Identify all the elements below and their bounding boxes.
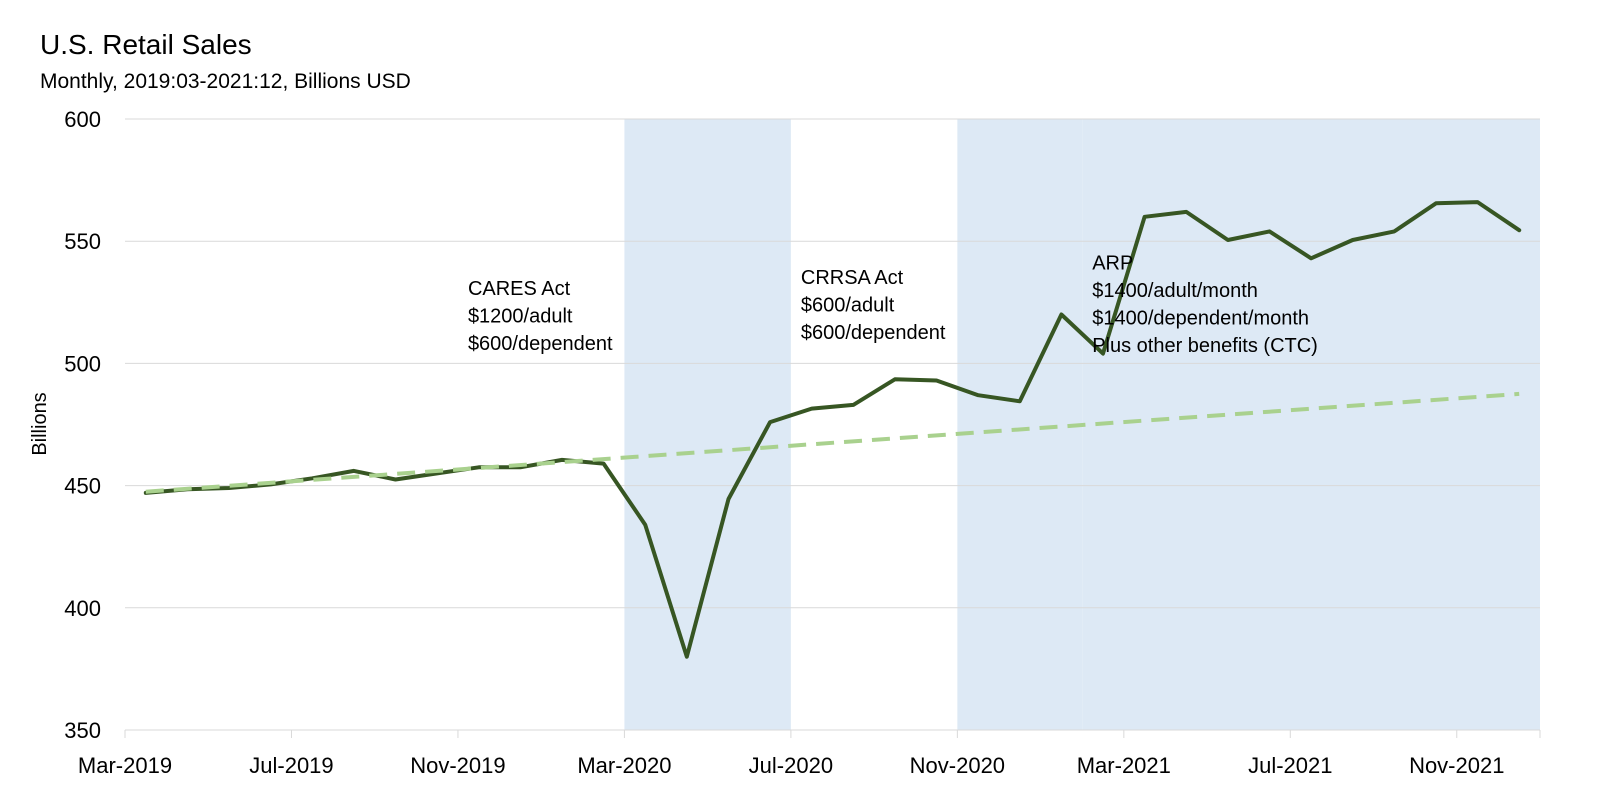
- annotation-2: CRRSA Act $600/adult $600/dependent: [801, 267, 946, 344]
- chart-subtitle: Monthly, 2019:03-2021:12, Billions USD: [40, 70, 411, 93]
- annotation-line: $600/adult: [801, 294, 895, 316]
- x-tick-label: Mar-2019: [78, 753, 172, 778]
- annotation-line: $1400/adult/month: [1092, 280, 1258, 302]
- x-tick-label: Nov-2020: [910, 753, 1005, 778]
- x-tick-label: Mar-2021: [1077, 753, 1171, 778]
- annotation-line: ARP: [1092, 252, 1133, 274]
- x-axis: Mar-2019 Jul-2019 Nov-2019 Mar-2020 Jul-2020…: [78, 729, 1541, 778]
- x-tick-label: Nov-2021: [1409, 753, 1504, 778]
- annotation-line: $600/dependent: [468, 333, 613, 355]
- annotation-line: $1400/dependent/month: [1092, 307, 1309, 329]
- annotation-1: CARES Act $1200/adult $600/dependent: [468, 278, 613, 355]
- shaded-region-1: [624, 119, 791, 730]
- annotation-line: $1200/adult: [468, 305, 573, 327]
- annotations: CARES Act $1200/adult $600/dependentCRRSA …: [468, 252, 1318, 357]
- y-axis-label: Billions: [29, 392, 51, 455]
- x-tick-label: Jul-2019: [249, 753, 333, 778]
- series-lines: [143, 200, 1522, 659]
- x-tick-label: Nov-2019: [410, 753, 505, 778]
- x-tick-label: Jul-2021: [1248, 753, 1332, 778]
- y-tick-label: 450: [64, 474, 101, 499]
- shaded-region-2: [957, 119, 1083, 730]
- y-tick-label: 600: [64, 107, 101, 132]
- y-tick-label: 550: [64, 229, 101, 254]
- x-tick-label: Jul-2020: [749, 753, 833, 778]
- y-tick-label: 500: [64, 351, 101, 376]
- y-tick-label: 400: [64, 596, 101, 621]
- annotation-line: Plus other benefits (CTC): [1092, 335, 1318, 357]
- chart-title: U.S. Retail Sales: [40, 29, 252, 60]
- annotation-line: $600/dependent: [801, 322, 946, 344]
- annotation-line: CRRSA Act: [801, 267, 904, 289]
- x-tick-label: Mar-2020: [577, 753, 671, 778]
- shaded-region-3: [1082, 119, 1540, 730]
- shaded-regions: [624, 119, 1540, 730]
- y-axis: 350 400 450 500 550 600: [64, 107, 101, 743]
- annotation-3: ARP $1400/adult/month $1400/dependent/mont…: [1092, 252, 1318, 357]
- y-tick-label: 350: [64, 718, 101, 743]
- trend-line: [145, 391, 1520, 494]
- annotation-line: CARES Act: [468, 278, 571, 300]
